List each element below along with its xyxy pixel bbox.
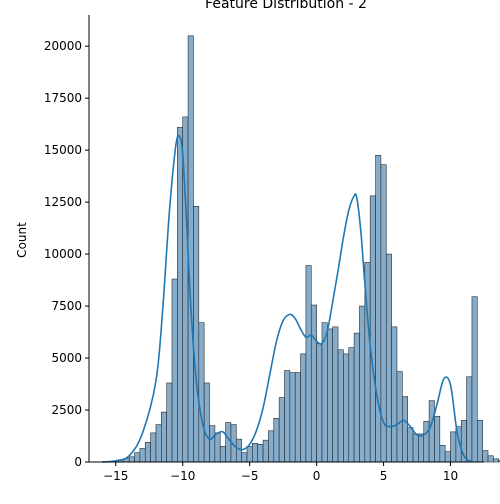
histogram-bar [338,350,343,462]
histogram-bar [397,372,402,462]
histogram-bar [376,155,381,462]
histogram-bar [135,453,140,462]
histogram-bar [172,279,177,462]
bars-layer [102,36,500,462]
histogram-bar [317,343,322,462]
histogram-bar [258,444,263,462]
y-tick-label: 2500 [51,403,82,417]
histogram-bar [493,459,498,462]
histogram-bar [451,432,456,462]
histogram-bar [386,254,391,462]
histogram-bar [226,422,231,462]
histogram-bar [295,373,300,462]
x-tick-label: −10 [170,469,195,483]
histogram-bar [472,297,477,462]
y-tick-label: 7500 [51,299,82,313]
histogram-bar [440,445,445,462]
histogram-bar [177,127,182,462]
histogram-bar [220,446,225,462]
histogram-bar [188,36,193,462]
histogram-bar [488,456,493,462]
histogram-bar [252,443,257,462]
histogram-bar [359,306,364,462]
histogram-bar [477,420,482,462]
histogram-bar [204,383,209,462]
histogram-bar [242,453,247,462]
histogram-bar [343,354,348,462]
y-tick-label: 15000 [44,143,82,157]
histogram-bar [247,446,252,462]
histogram-bar [279,398,284,462]
histogram-bar [236,439,241,462]
histogram-bar [199,323,204,462]
histogram-bar [311,305,316,462]
histogram-bar [151,433,156,462]
histogram-bar [354,333,359,462]
histogram-bar [483,451,488,462]
histogram-bar [306,266,311,462]
histogram-bar [161,412,166,462]
y-axis-title: Count [15,222,29,258]
histogram-bar [210,426,215,462]
y-tick-label: 10000 [44,247,82,261]
y-tick-label: 20000 [44,39,82,53]
histogram-bar [467,377,472,462]
histogram-bar [301,354,306,462]
histogram-bar [434,416,439,462]
histogram-bar [333,327,338,462]
histogram-bar [418,434,423,462]
x-tick-label: 5 [380,469,388,483]
y-tick-label: 12500 [44,195,82,209]
histogram-bar [327,329,332,462]
chart-title: Feature Distribution - 2 [205,0,367,12]
y-tick-label: 0 [74,455,82,469]
y-tick-label: 5000 [51,351,82,365]
histogram-bar [349,348,354,462]
x-tick-label: 0 [313,469,321,483]
histogram-bar [129,457,134,462]
histogram-bar [429,401,434,462]
histogram-bar [215,433,220,462]
histogram-bar [193,206,198,462]
histogram-bar [140,448,145,462]
x-tick-label: −15 [103,469,128,483]
histogram-bar [268,431,273,462]
histogram-bar [274,418,279,462]
histogram-bar [408,428,413,462]
histogram-bar [370,196,375,462]
x-tick-label: 10 [443,469,458,483]
histogram-bar [156,425,161,462]
histogram-bar [424,421,429,462]
y-tick-label: 17500 [44,91,82,105]
histogram-bar [167,383,172,462]
x-tick-label: −5 [241,469,259,483]
histogram-bar [145,442,150,462]
histogram-bar [263,440,268,462]
histogram-bar [413,434,418,462]
histogram-bar [445,452,450,462]
histogram-bar [402,397,407,462]
histogram-bar [290,373,295,462]
histogram-bar [284,371,289,462]
histogram-bar [392,327,397,462]
